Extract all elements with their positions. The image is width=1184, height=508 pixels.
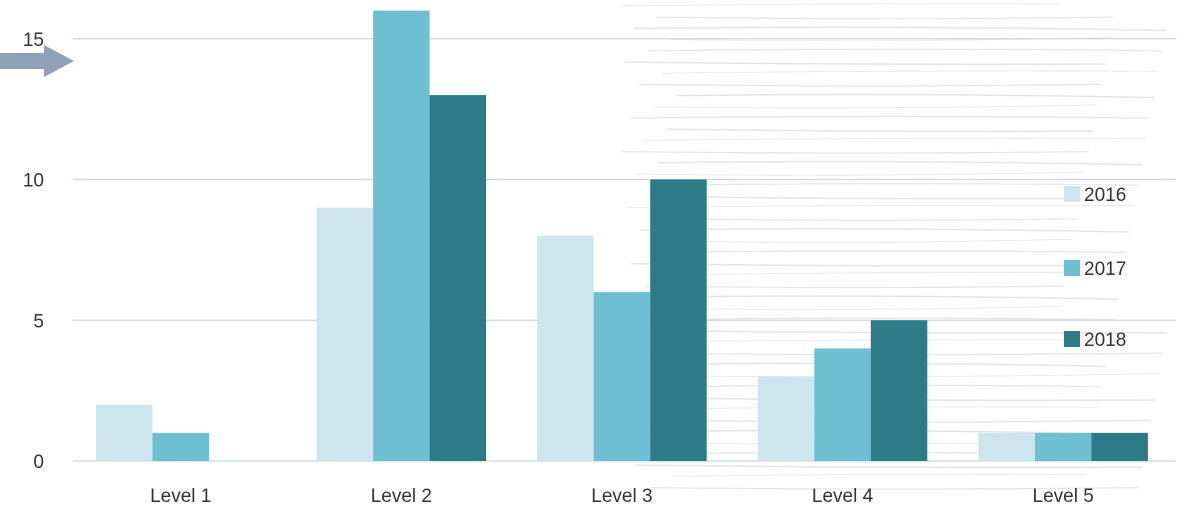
texture-line [675,93,1155,99]
texture-line [671,183,1139,186]
y-tick-label: 0 [33,452,44,473]
x-tick-label: Level 5 [1033,486,1094,507]
x-tick-label: Level 3 [591,486,652,507]
legend: 2016 2017 2018 [1064,185,1126,351]
texture-line [635,317,1115,321]
bar-2018-level-4 [870,320,928,461]
bar-2018-level-2 [429,95,487,462]
texture-line [653,250,1127,253]
y-tick-label: 5 [33,311,44,332]
texture-line [676,238,1074,243]
x-axis-ticks: Level 1 Level 2 Level 3 Level 4 Level 5 [150,486,1094,507]
legend-label-2016: 2016 [1084,185,1126,206]
texture-line [667,272,1123,276]
bar-2018-level-5 [1091,432,1148,461]
x-tick-label: Level 4 [812,486,874,507]
bar-2017-level-3 [593,292,651,461]
texture-line [624,61,1106,66]
texture-line [639,228,1131,233]
texture-line [657,160,1143,166]
bar-2017-level-1 [152,432,209,461]
bar-2017-level-5 [1034,432,1092,461]
texture-line [673,473,1087,477]
bar-2017-level-2 [373,10,430,461]
x-tick-label: Level 1 [150,486,211,507]
texture-line [658,306,1062,310]
x-tick-label: Level 2 [371,486,432,507]
bar-2016-level-4 [757,376,815,461]
texture-line [633,26,1167,32]
texture-line [634,171,1086,176]
texture-line [644,285,1066,289]
texture-line [638,83,1102,87]
legend-swatch-2018 [1064,331,1080,347]
legend-label-2017: 2017 [1084,259,1126,280]
y-tick-label: 10 [23,171,44,192]
texture-line [636,464,1144,469]
legend-swatch-2017 [1064,260,1080,276]
texture-line [662,218,1078,221]
bar-2018-level-3 [650,179,707,461]
texture-line [620,151,1090,154]
legend-label-2018: 2018 [1084,330,1126,351]
texture-line [650,487,1140,490]
bar-2016-level-2 [316,207,374,461]
texture-line [666,128,1094,133]
bar-2016-level-1 [96,404,153,461]
arrow-shape [0,45,74,77]
texture-line [656,16,1114,20]
wood-grain-texture [619,3,1168,490]
bar-2016-level-5 [978,432,1035,461]
texture-line [652,104,1098,109]
y-axis-ticks: 0 5 10 15 [23,30,44,473]
right-arrow-icon [0,45,74,77]
y-tick-label: 15 [23,30,44,51]
bar-2016-level-3 [537,235,594,461]
bars-group [96,10,1148,462]
texture-line [629,115,1151,119]
bar-2017-level-4 [814,348,871,461]
texture-line [648,195,1082,200]
texture-line [619,3,1061,7]
texture-line [643,137,1147,141]
texture-line [647,48,1163,52]
legend-swatch-2016 [1064,186,1080,202]
texture-line [661,70,1159,74]
